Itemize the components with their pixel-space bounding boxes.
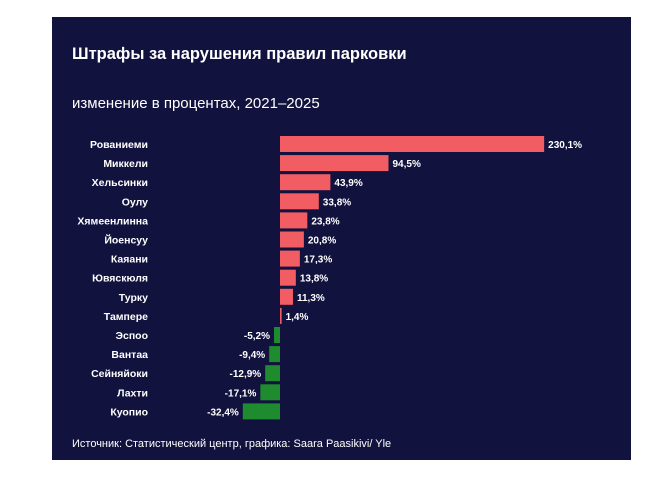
value-label: 11,3% (297, 293, 325, 304)
source-note: Источник: Статистический центр, графика:… (72, 438, 392, 450)
bar (242, 403, 280, 420)
value-label: 1,4% (286, 312, 309, 323)
bar (265, 365, 280, 382)
category-label: Йоенсуу (104, 234, 148, 247)
category-label: Эспоо (116, 330, 148, 342)
category-label: Куопио (110, 406, 148, 418)
value-label: 20,8% (308, 236, 336, 247)
bar (280, 288, 293, 305)
bar (280, 231, 304, 248)
bar (280, 212, 308, 229)
category-label: Вантаа (111, 349, 148, 361)
category-label: Рованиеми (90, 139, 148, 151)
category-label: Хельсинки (92, 177, 148, 189)
value-label: -12,9% (230, 369, 262, 380)
category-label: Лахти (117, 387, 148, 399)
value-label: -17,1% (225, 388, 257, 399)
value-label: -5,2% (244, 331, 270, 342)
value-label: 43,9% (334, 178, 362, 189)
value-label: 23,8% (311, 216, 339, 227)
category-label: Турку (119, 292, 148, 304)
value-label: 33,8% (323, 197, 351, 208)
value-label: -32,4% (207, 407, 239, 418)
bar (269, 346, 280, 363)
value-label: 94,5% (392, 159, 420, 170)
bar (280, 174, 331, 191)
category-label: Хямеенлинна (77, 215, 148, 227)
value-label: 230,1% (548, 140, 582, 151)
bar (280, 307, 282, 324)
bar (260, 384, 280, 401)
category-label: Миккели (103, 158, 148, 170)
category-label: Ювяскюля (92, 273, 148, 285)
category-label: Тампере (104, 311, 148, 323)
bar (280, 269, 296, 286)
value-label: 17,3% (304, 255, 332, 266)
category-label: Каяани (111, 254, 148, 266)
chart-title: Штрафы за нарушения правил парковки (72, 45, 407, 63)
value-label: 13,8% (300, 274, 328, 285)
value-label: -9,4% (239, 350, 265, 361)
bar (280, 193, 319, 210)
category-label: Сейняйоки (91, 368, 148, 380)
bar (274, 327, 280, 343)
chart-subtitle: изменение в процентах, 2021–2025 (72, 95, 320, 112)
bar (280, 136, 545, 152)
bar (280, 250, 300, 267)
chart-panel: Штрафы за нарушения правил парковки изме… (52, 17, 631, 460)
bar-chart: Рованиеми 230,1% Миккели 94,5% Хельсинки 43,9… (77, 136, 582, 420)
category-label: Оулу (122, 196, 148, 208)
bar (280, 155, 389, 172)
